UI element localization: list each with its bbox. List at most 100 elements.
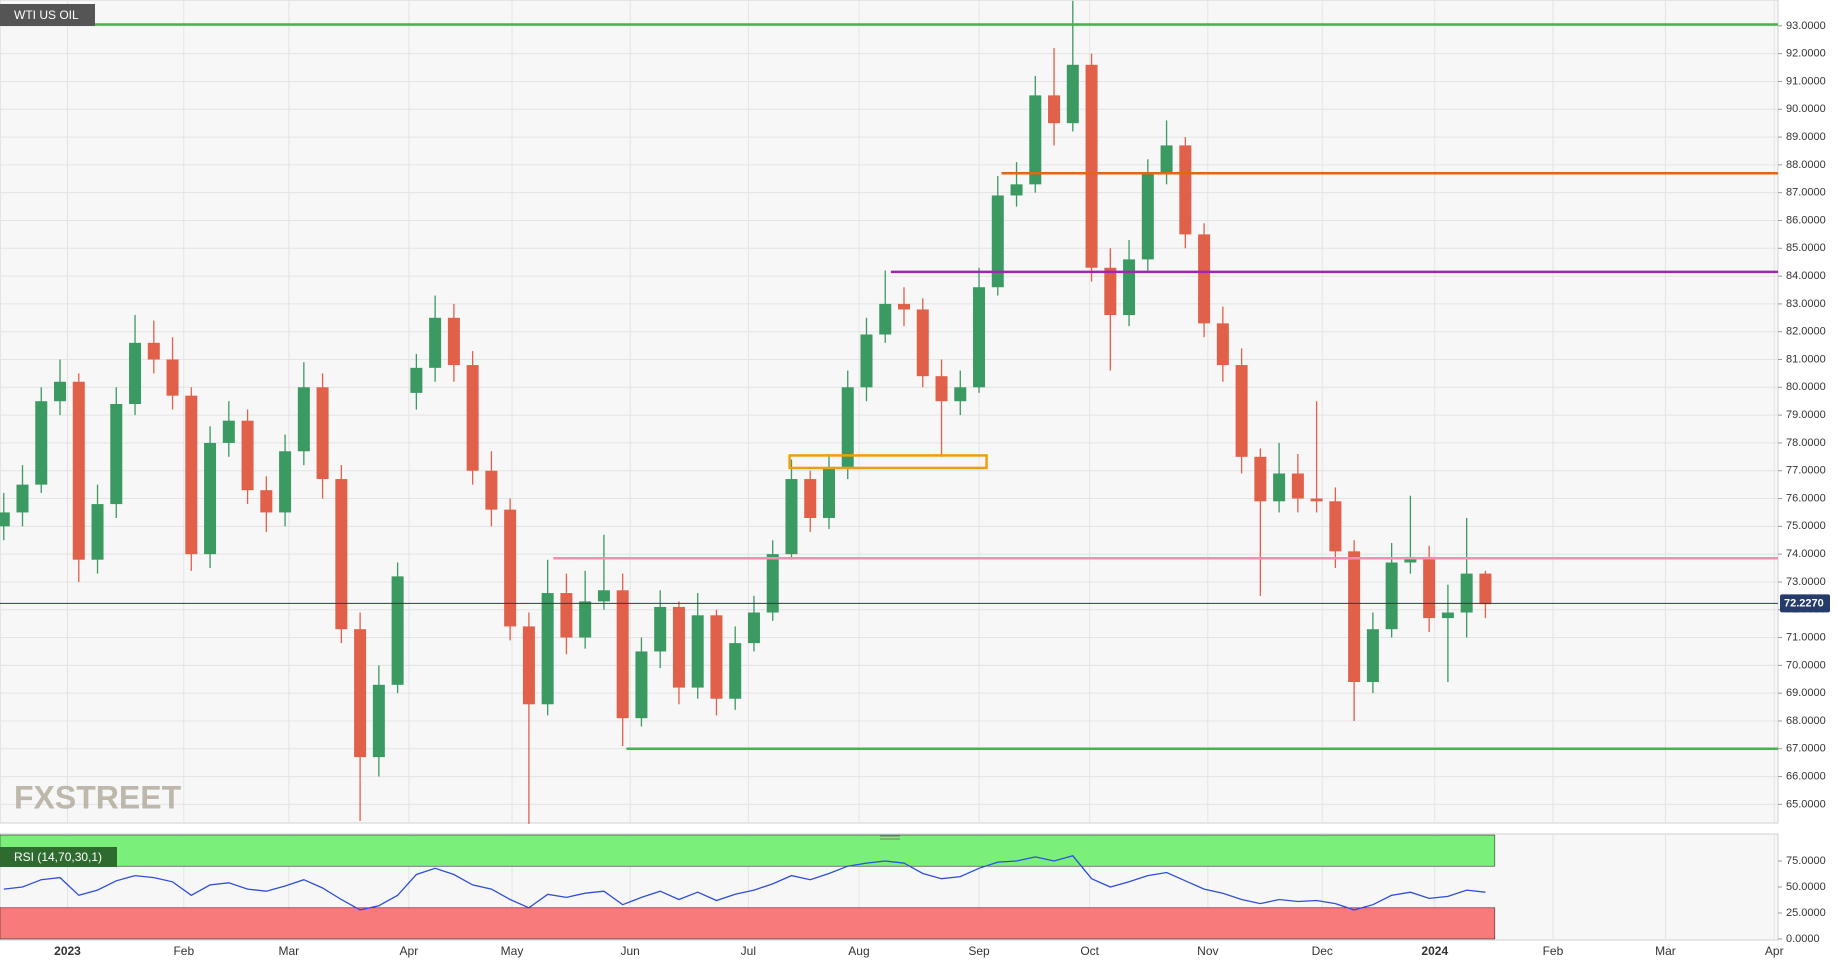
y-tick-label: 89.0000 bbox=[1786, 131, 1826, 143]
candle-body bbox=[279, 451, 292, 513]
candle-body bbox=[522, 626, 535, 705]
candle-body bbox=[16, 484, 29, 513]
y-tick-label: 78.0000 bbox=[1786, 437, 1826, 449]
candle-body bbox=[579, 601, 592, 638]
marks bbox=[0, 0, 1778, 911]
candle-body bbox=[804, 479, 817, 518]
candle-body bbox=[54, 381, 67, 402]
rsi-band bbox=[0, 907, 1496, 940]
candle-body bbox=[729, 643, 742, 699]
candle-body bbox=[147, 342, 160, 360]
candle-body bbox=[691, 615, 704, 688]
y-tick-label: 0.0000 bbox=[1786, 933, 1820, 945]
candle-body bbox=[1348, 551, 1361, 683]
candle-body bbox=[710, 615, 723, 699]
y-tick-label: 81.0000 bbox=[1786, 353, 1826, 365]
chart-title: WTI US OIL bbox=[14, 8, 79, 22]
y-tick-label: 73.0000 bbox=[1786, 576, 1826, 588]
candle-body bbox=[1310, 498, 1323, 502]
candle-body bbox=[560, 593, 573, 638]
x-tick-label: Mar bbox=[278, 944, 299, 958]
candle-body bbox=[1329, 501, 1342, 552]
candle-body bbox=[672, 606, 685, 688]
candle-body bbox=[1216, 323, 1229, 366]
rsi-line bbox=[3, 855, 1486, 911]
y-tick-label: 87.0000 bbox=[1786, 187, 1826, 199]
candle-body bbox=[1254, 456, 1267, 502]
candle-body bbox=[991, 195, 1004, 288]
y-tick-label: 92.0000 bbox=[1786, 48, 1826, 60]
candle-body bbox=[429, 317, 442, 368]
x-tick-label: Jun bbox=[620, 944, 639, 958]
last-price-box bbox=[1780, 594, 1830, 613]
x-tick-label: 2023 bbox=[54, 944, 81, 958]
x-tick-label: Oct bbox=[1080, 944, 1099, 958]
candle-body bbox=[241, 420, 254, 491]
candle-body bbox=[1385, 562, 1398, 630]
candle-body bbox=[91, 504, 104, 560]
y-tick-label: 88.0000 bbox=[1786, 159, 1826, 171]
x-tick-label: Jul bbox=[741, 944, 756, 958]
candle-body bbox=[35, 401, 48, 485]
candle-body bbox=[1198, 234, 1211, 324]
x-tick-label: Feb bbox=[173, 944, 194, 958]
candle-body bbox=[635, 651, 648, 719]
x-tick-label: May bbox=[501, 944, 524, 958]
candle-body bbox=[541, 593, 554, 705]
candle-body bbox=[747, 612, 760, 644]
candle-body bbox=[1085, 64, 1098, 268]
y-tick-label: 84.0000 bbox=[1786, 270, 1826, 282]
y-tick-label: 80.0000 bbox=[1786, 381, 1826, 393]
candle-body bbox=[466, 365, 479, 471]
price-panel bbox=[0, 0, 1779, 824]
rsi-label-box bbox=[0, 847, 117, 867]
candle-body bbox=[72, 381, 85, 560]
candle-body bbox=[110, 403, 123, 505]
y-tick-label: 75.0000 bbox=[1786, 520, 1826, 532]
candle-body bbox=[1441, 612, 1454, 619]
x-tick-label: Aug bbox=[848, 944, 869, 958]
candle-body bbox=[616, 590, 629, 719]
candle-body bbox=[916, 309, 929, 377]
candle-body bbox=[204, 442, 217, 555]
candle-body bbox=[841, 387, 854, 468]
x-tick-label: Apr bbox=[1765, 944, 1784, 958]
candle-body bbox=[654, 606, 667, 652]
y-tick-label: 67.0000 bbox=[1786, 743, 1826, 755]
candle-body bbox=[222, 420, 235, 443]
candle-body bbox=[129, 342, 142, 404]
watermark: FXSTREET bbox=[14, 779, 182, 815]
candle-body bbox=[785, 479, 798, 555]
y-tick-label: 86.0000 bbox=[1786, 214, 1826, 226]
candle-body bbox=[766, 554, 779, 613]
zone-box bbox=[788, 454, 988, 470]
candle-body bbox=[954, 387, 967, 402]
x-tick-label: Dec bbox=[1312, 944, 1333, 958]
candle-body bbox=[597, 590, 610, 602]
x-tick-label: Nov bbox=[1197, 944, 1218, 958]
candle-body bbox=[1160, 145, 1173, 174]
candle-body bbox=[898, 303, 911, 310]
y-tick-label: 79.0000 bbox=[1786, 409, 1826, 421]
y-tick-label: 82.0000 bbox=[1786, 326, 1826, 338]
candle-body bbox=[0, 512, 10, 527]
candle-body bbox=[860, 334, 873, 388]
candle-body bbox=[504, 509, 517, 627]
y-tick-label: 68.0000 bbox=[1786, 715, 1826, 727]
candle-body bbox=[1404, 556, 1417, 563]
title-box bbox=[0, 4, 95, 26]
y-tick-label: 71.0000 bbox=[1786, 631, 1826, 643]
y-tick-label: 66.0000 bbox=[1786, 770, 1826, 782]
y-tick-label: 65.0000 bbox=[1786, 798, 1826, 810]
y-tick-label: 83.0000 bbox=[1786, 298, 1826, 310]
candle-body bbox=[297, 387, 310, 452]
y-tick-label: 70.0000 bbox=[1786, 659, 1826, 671]
candle-body bbox=[1029, 95, 1042, 185]
y-tick-label: 90.0000 bbox=[1786, 103, 1826, 115]
rsi-label: RSI (14,70,30,1) bbox=[14, 850, 102, 864]
candle-body bbox=[316, 387, 329, 480]
candle-body bbox=[1291, 473, 1304, 499]
x-tick-label: Apr bbox=[400, 944, 419, 958]
last-price-label: 72.2270 bbox=[1784, 597, 1824, 609]
